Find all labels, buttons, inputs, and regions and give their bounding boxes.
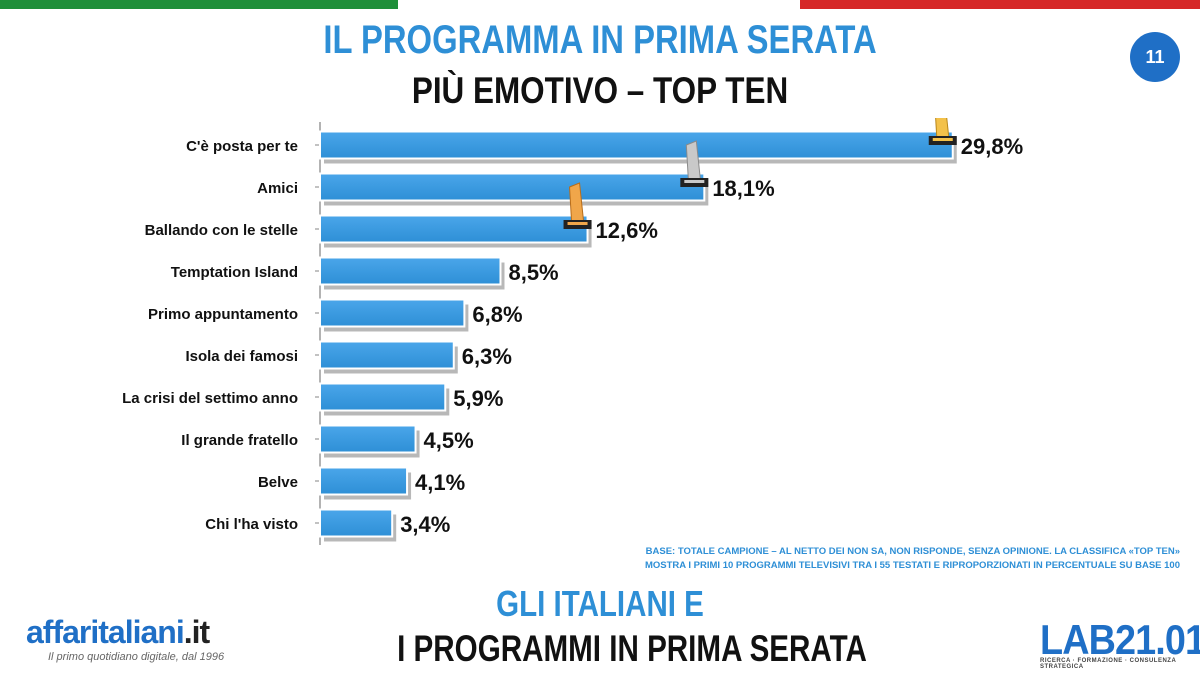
category-label: Amici (257, 180, 298, 197)
value-label: 6,8% (472, 302, 522, 327)
methodology-note-line1: BASE: TOTALE CAMPIONE – AL NETTO DEI NON… (645, 546, 1180, 557)
value-label: 4,1% (415, 470, 465, 495)
bar-chart: C'è posta per te 29,8% Amici 18,1% Ballando … (122, 118, 1023, 545)
silver-award-icon (680, 140, 709, 187)
category-label: C'è posta per te (186, 138, 298, 155)
category-label: La crisi del settimo anno (122, 390, 298, 407)
bronze-award-icon (563, 182, 592, 229)
chart-subtitle: PIÙ EMOTIVO – TOP TEN (411, 70, 789, 111)
affaritaliani-logo-name: affaritaliani (26, 614, 185, 650)
value-label: 8,5% (508, 260, 558, 285)
chart-title: IL PROGRAMMA IN PRIMA SERATA (323, 18, 877, 62)
category-label: Chi l'ha visto (205, 516, 298, 533)
value-label: 12,6% (596, 218, 658, 243)
value-label: 18,1% (712, 176, 774, 201)
value-label: 5,9% (453, 386, 503, 411)
category-label: Belve (258, 474, 298, 491)
bar (319, 214, 589, 244)
bar (319, 298, 466, 328)
lab2101-logo-name: LAB21.01 (1040, 616, 1200, 663)
bar (319, 172, 706, 202)
gold-award-icon (928, 118, 957, 145)
affaritaliani-tagline: Il primo quotidiano digitale, dal 1996 (48, 651, 225, 663)
footer-title-line2: I PROGRAMMI IN PRIMA SERATA (397, 628, 867, 669)
affaritaliani-logo: affaritaliani.it Il primo quotidiano dig… (26, 614, 224, 663)
category-label: Temptation Island (171, 264, 298, 281)
page-number-badge: 11 (1130, 32, 1180, 82)
bar (319, 130, 954, 160)
award-plate (567, 222, 588, 225)
footer-title-line1: GLI ITALIANI E (496, 583, 704, 624)
bar (319, 424, 417, 454)
value-label: 6,3% (462, 344, 512, 369)
category-label: Il grande fratello (181, 432, 298, 449)
lab2101-logo: LAB21.01 RICERCA · FORMAZIONE · CONSULEN… (1040, 616, 1200, 670)
category-label: Isola dei famosi (185, 348, 298, 365)
award-statuette (935, 118, 950, 138)
award-plate (684, 180, 705, 183)
category-label: Primo appuntamento (148, 306, 298, 323)
flag-stripe-red (800, 0, 1200, 9)
bar (319, 256, 502, 286)
affaritaliani-logo-suffix: .it (183, 614, 210, 650)
flag-stripe-green (0, 0, 398, 9)
bar (319, 466, 409, 496)
bar (319, 508, 394, 538)
value-label: 4,5% (424, 428, 474, 453)
bar (319, 340, 455, 370)
award-plate (932, 138, 953, 141)
methodology-note-line2: MOSTRA I PRIMI 10 PROGRAMMI TELEVISIVI T… (644, 560, 1180, 571)
bar (319, 382, 447, 412)
flag-stripe-white (398, 0, 800, 9)
value-label: 29,8% (961, 134, 1023, 159)
category-label: Ballando con le stelle (145, 222, 298, 239)
value-label: 3,4% (400, 512, 450, 537)
lab2101-tagline: RICERCA · FORMAZIONE · CONSULENZA STRATE… (1040, 658, 1177, 670)
methodology-note: BASE: TOTALE CAMPIONE – AL NETTO DEI NON… (520, 545, 1180, 573)
